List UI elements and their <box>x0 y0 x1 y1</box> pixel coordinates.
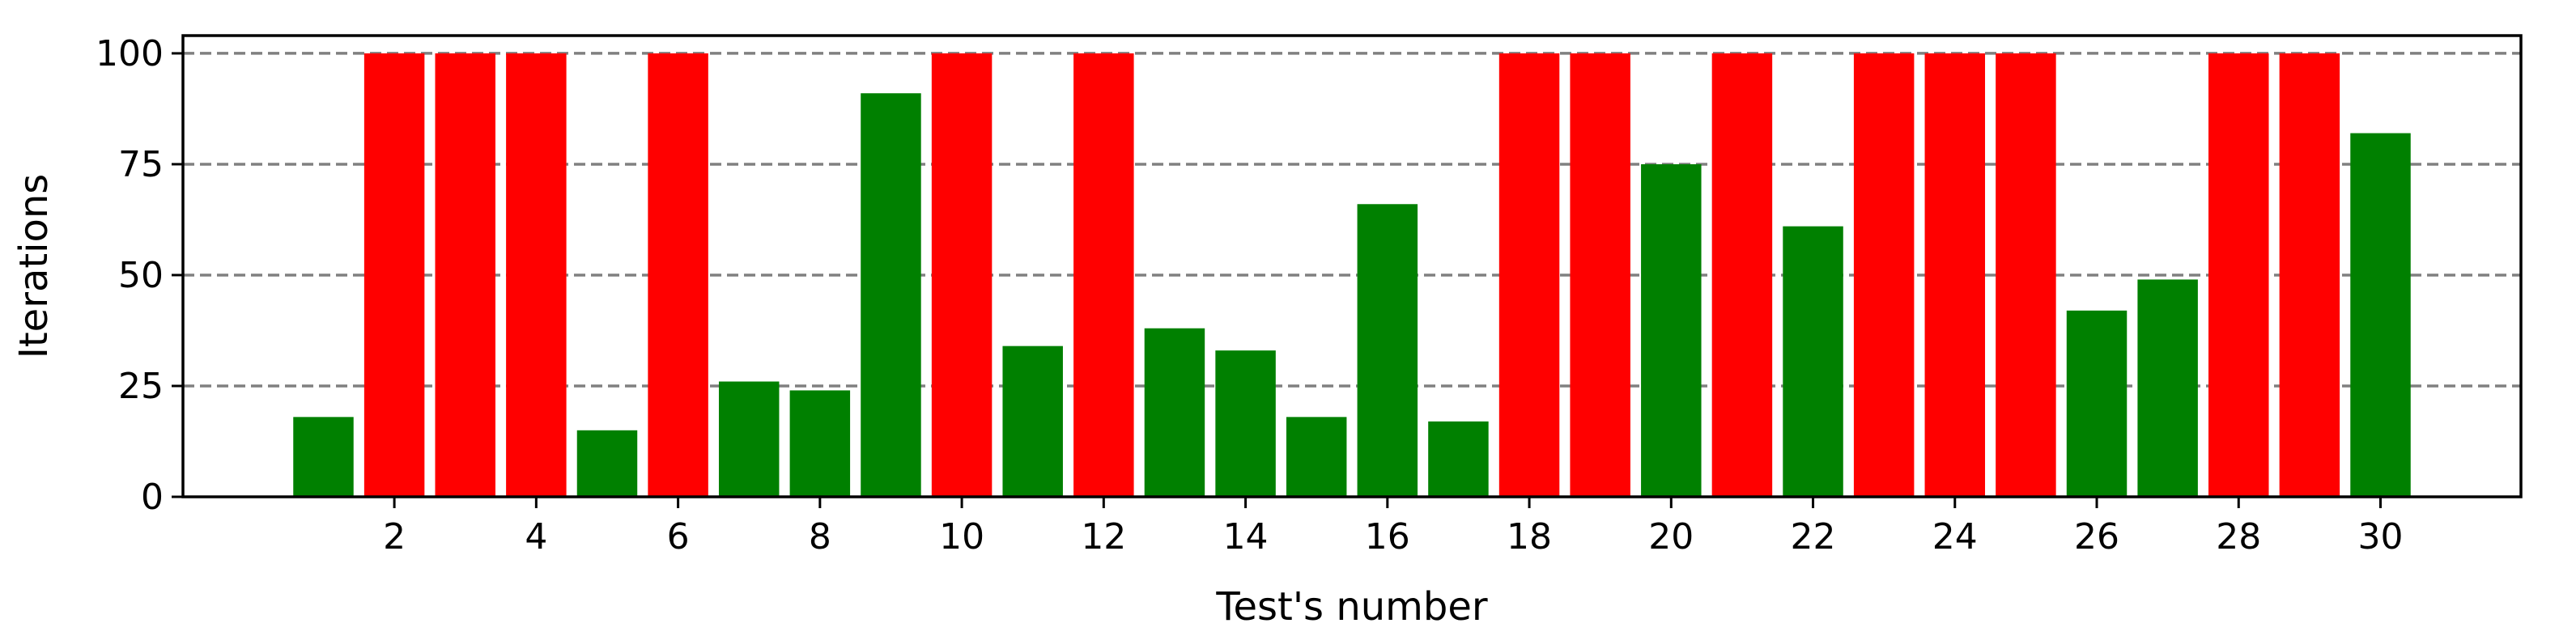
y-axis: 0 25 50 75 100 <box>96 33 183 518</box>
x-tick-label-14: 14 <box>1223 516 1269 558</box>
bar-test-23 <box>1853 53 1915 497</box>
x-tick-label-10: 10 <box>939 516 984 558</box>
bar-test-30 <box>2350 133 2411 498</box>
bar-test-18 <box>1498 53 1560 497</box>
y-tick-label-25: 25 <box>118 366 164 407</box>
x-tick-label-8: 8 <box>809 516 831 558</box>
bar-test-22 <box>1783 226 1843 497</box>
y-tick-label-0: 0 <box>141 477 164 518</box>
plot-frame <box>181 34 2523 498</box>
bar-test-21 <box>1711 53 1773 497</box>
bar-test-29 <box>2279 53 2340 497</box>
bars <box>293 53 2411 498</box>
x-tick-label-16: 16 <box>1365 516 1410 558</box>
bar-test-28 <box>2208 53 2269 497</box>
bar-test-6 <box>648 53 708 497</box>
bar-test-24 <box>1924 53 1986 497</box>
bar-test-26 <box>2066 310 2128 497</box>
x-tick-label-28: 28 <box>2216 516 2261 558</box>
bar-test-20 <box>1641 163 1702 497</box>
x-tick-label-2: 2 <box>383 516 406 558</box>
bar-test-11 <box>1002 346 1063 497</box>
x-tick-label-26: 26 <box>2074 516 2119 558</box>
x-tick-label-20: 20 <box>1648 516 1694 558</box>
bar-test-15 <box>1286 417 1347 497</box>
x-tick-label-6: 6 <box>667 516 690 558</box>
bar-test-8 <box>789 390 851 497</box>
x-tick-label-12: 12 <box>1081 516 1126 558</box>
bar-test-4 <box>506 53 567 497</box>
bar-test-19 <box>1570 53 1630 497</box>
y-tick-label-50: 50 <box>118 255 164 296</box>
x-tick-label-30: 30 <box>2358 516 2404 558</box>
bar-test-10 <box>931 53 993 497</box>
gridlines <box>183 52 2521 388</box>
bar-test-13 <box>1144 328 1205 497</box>
bar-test-17 <box>1428 421 1489 497</box>
y-tick-label-100: 100 <box>96 33 164 74</box>
bar-test-3 <box>435 53 495 497</box>
bar-test-9 <box>861 93 921 497</box>
bar-test-12 <box>1073 53 1134 497</box>
x-axis-label: Test's number <box>1215 584 1488 630</box>
y-tick-label-75: 75 <box>118 144 164 185</box>
x-axis: 2 4 6 8 10 12 14 16 18 20 22 24 26 28 30 <box>383 497 2404 558</box>
bar-test-5 <box>576 430 638 497</box>
bar-test-1 <box>293 417 354 497</box>
bar-test-25 <box>1996 53 2056 497</box>
bar-test-7 <box>718 381 780 497</box>
x-tick-label-22: 22 <box>1791 516 1836 558</box>
x-tick-label-24: 24 <box>1932 516 1978 558</box>
x-tick-label-4: 4 <box>525 516 547 558</box>
x-tick-label-18: 18 <box>1507 516 1552 558</box>
bar-test-16 <box>1357 204 1418 497</box>
bar-test-2 <box>363 53 425 497</box>
bar-test-27 <box>2137 279 2198 497</box>
y-axis-label: Iterations <box>11 174 57 359</box>
bar-test-14 <box>1215 350 1276 497</box>
